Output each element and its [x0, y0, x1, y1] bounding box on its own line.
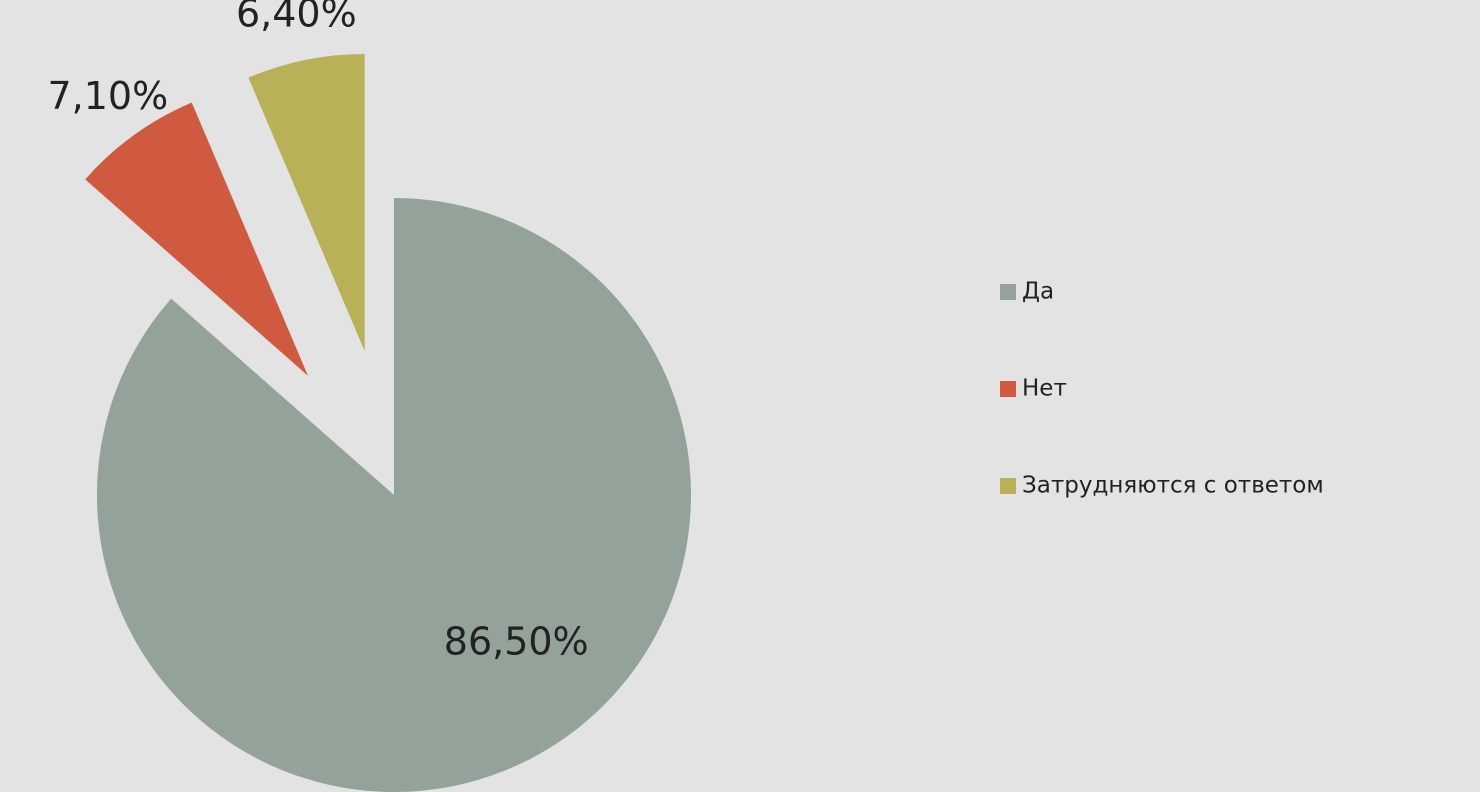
pie-slice	[248, 53, 365, 351]
legend-label: Затрудняются с ответом	[1022, 473, 1324, 499]
legend-swatch	[1000, 478, 1016, 494]
pie-slice	[97, 198, 692, 792]
data-label: 7,10%	[47, 74, 168, 118]
data-label: 86,50%	[444, 619, 589, 663]
legend-swatch	[1000, 381, 1016, 397]
legend-label: Да	[1022, 279, 1054, 305]
legend-swatch	[1000, 284, 1016, 300]
data-label: 6,40%	[236, 0, 357, 35]
pie-slice	[85, 102, 308, 376]
legend-label: Нет	[1022, 376, 1067, 402]
